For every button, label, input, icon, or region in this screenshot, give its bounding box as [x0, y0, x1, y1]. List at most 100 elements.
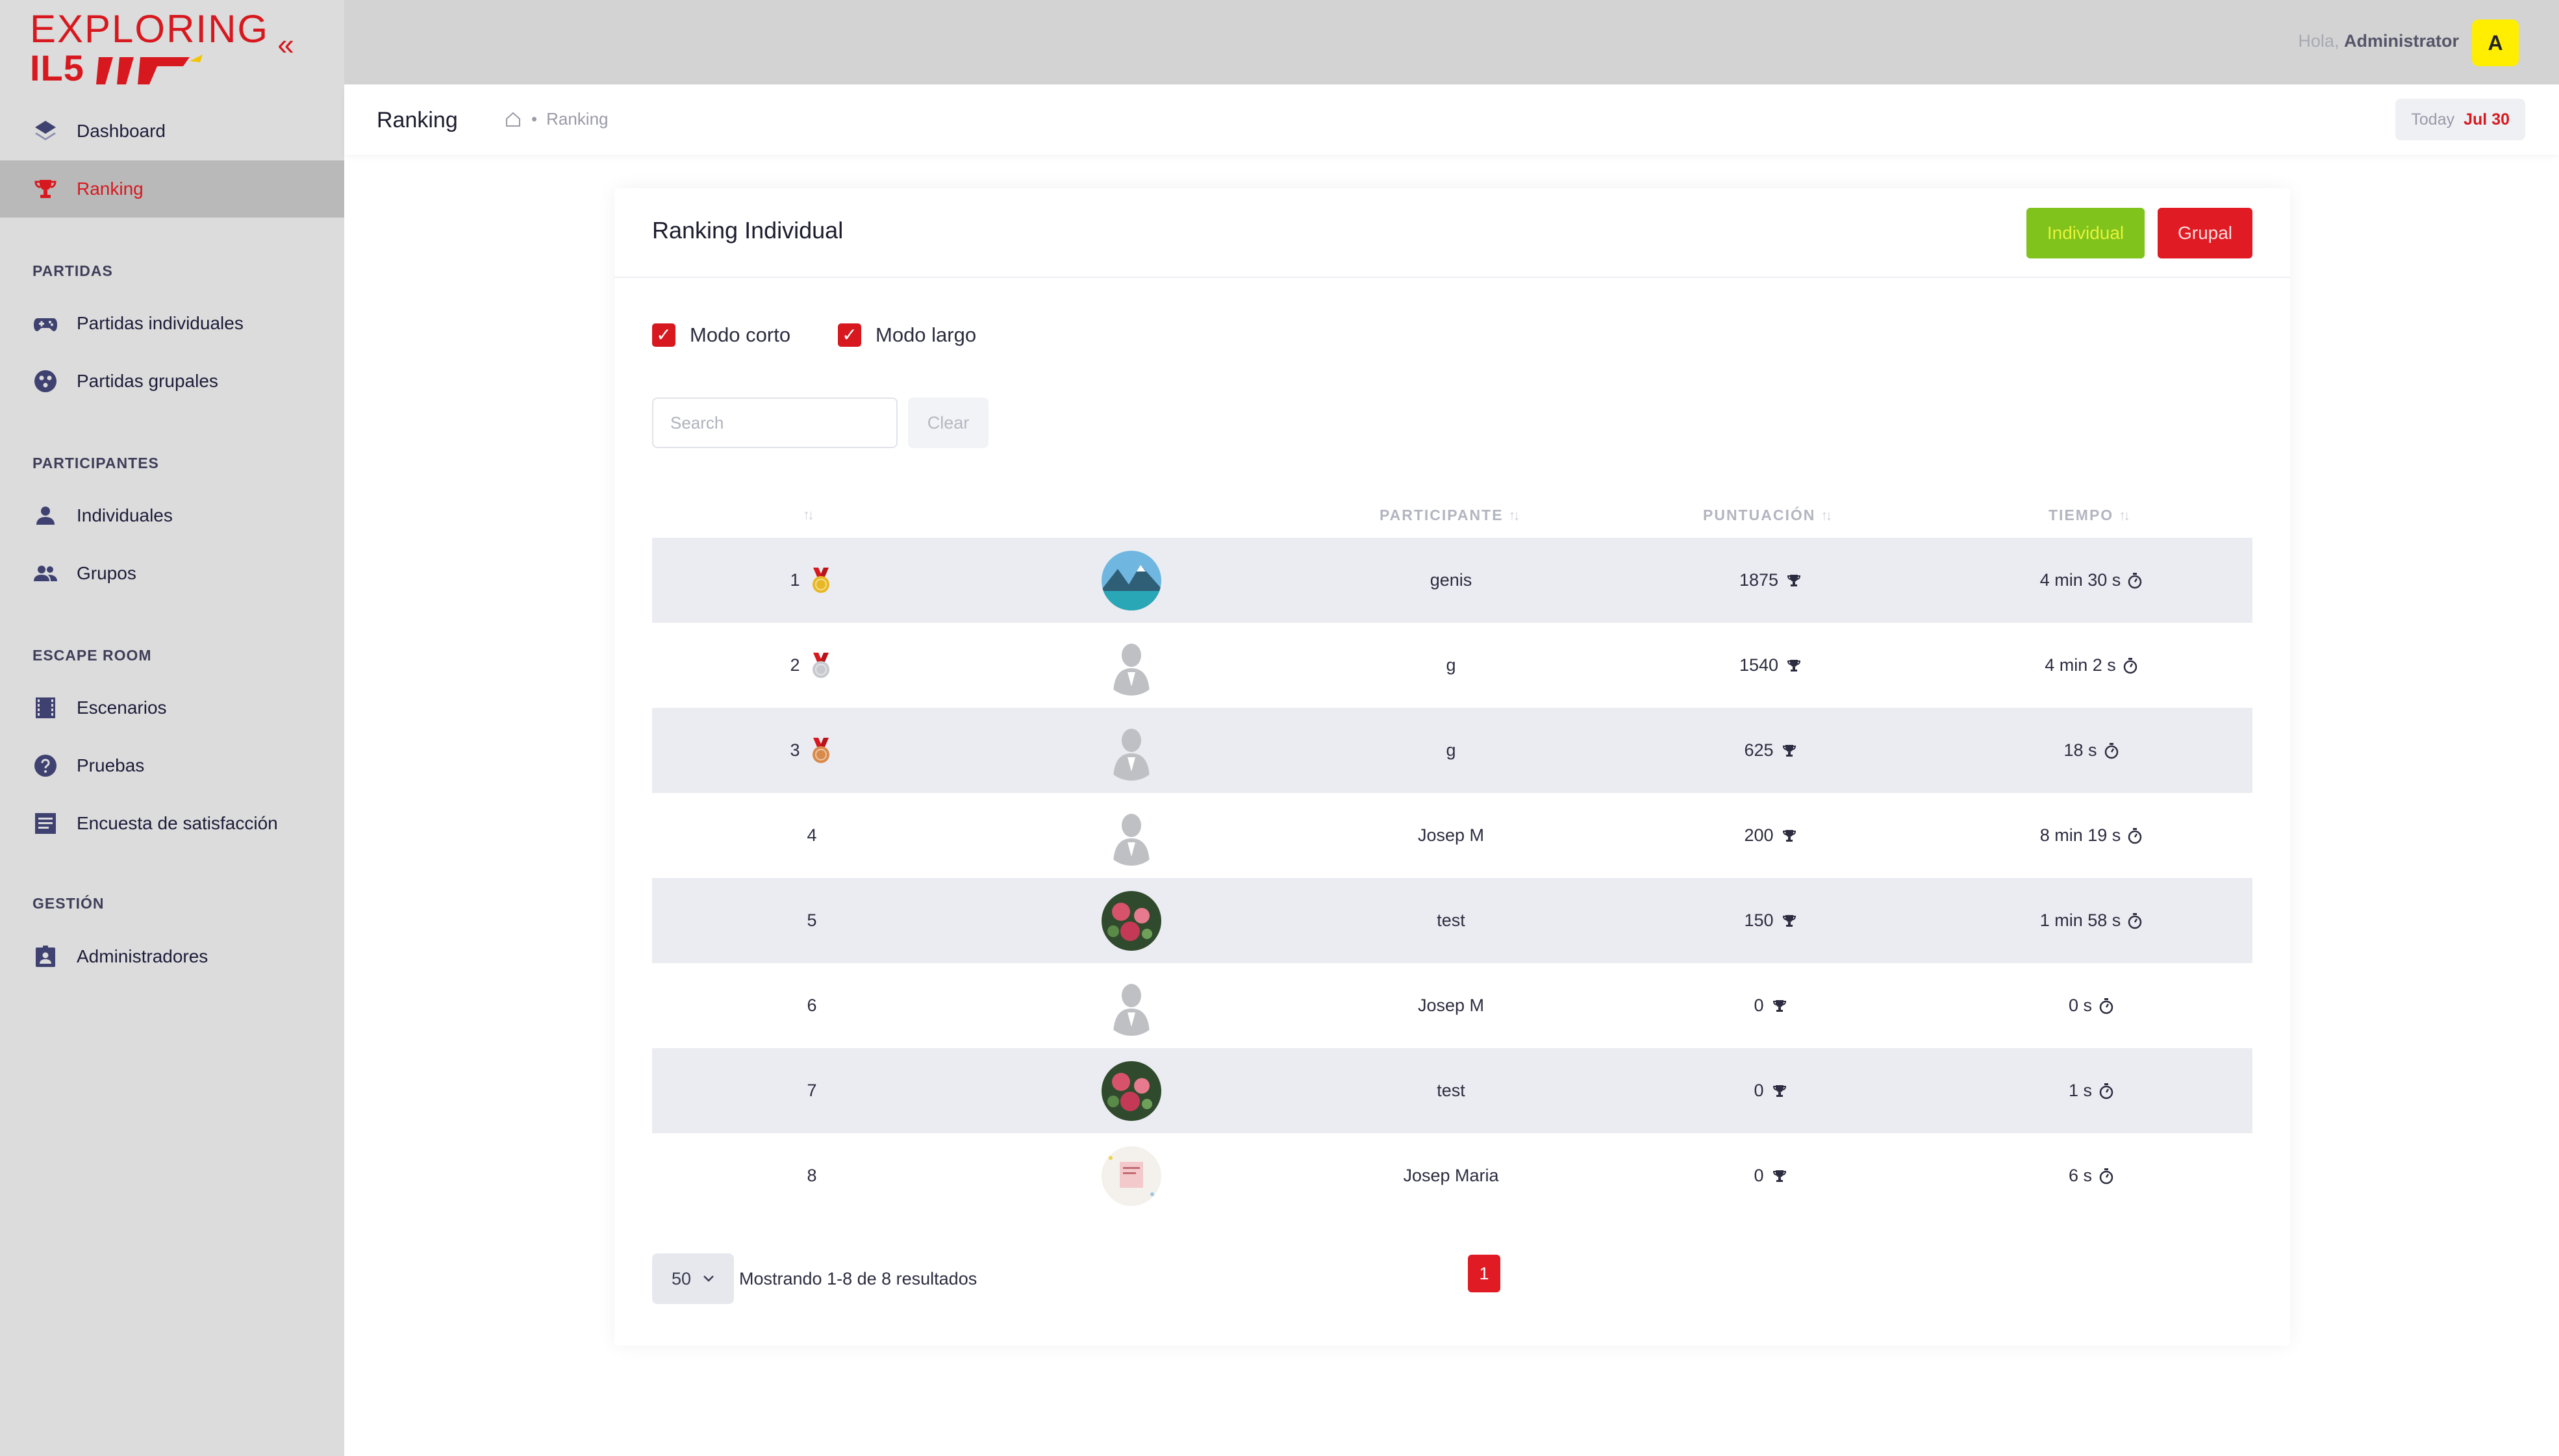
home-icon[interactable]: [504, 110, 522, 129]
column-header-label: PARTICIPANTE: [1380, 507, 1504, 523]
sidebar-item-label: Pruebas: [77, 755, 145, 775]
section-title-escape-room: ESCAPE ROOM: [32, 647, 152, 664]
participant-avatar[interactable]: [1102, 976, 1161, 1036]
person-icon: [36, 507, 55, 525]
score-value: 1540: [1739, 655, 1779, 675]
rank-cell: 6: [652, 963, 972, 1048]
sidebar-item-encuesta[interactable]: Encuesta de satisfacción: [0, 795, 344, 852]
participant-avatar[interactable]: [1102, 806, 1161, 866]
checkbox-label: Modo largo: [876, 323, 977, 346]
trophy-icon: [1787, 659, 1801, 672]
page-button-1[interactable]: 1: [1468, 1255, 1500, 1292]
sidebar-item-label: Individuales: [77, 505, 173, 525]
table-row[interactable]: 8 Josep Maria 0 6 s: [652, 1133, 2252, 1218]
score-value: 1875: [1739, 570, 1779, 590]
breadcrumb-item-ranking[interactable]: Ranking: [546, 109, 609, 129]
column-header-rank[interactable]: ↑↓: [803, 507, 814, 523]
trophy-icon: [1782, 744, 1796, 757]
participant-name: test: [1437, 1081, 1465, 1100]
participant-avatar[interactable]: [1102, 550, 1161, 610]
column-header-tiempo[interactable]: TIEMPO ↑↓: [2048, 507, 2130, 524]
sidebar-item-label: Escenarios: [77, 697, 167, 718]
score-cell: 0: [1611, 1133, 1930, 1218]
ranking-table: ↑↓ PARTICIPANTE ↑↓ PUNTUACIÓN ↑↓ TIEMPO ↑↓ …: [652, 494, 2252, 1218]
table-row[interactable]: 6 Josep M 0 0 s: [652, 963, 2252, 1048]
sidebar-item-administradores[interactable]: Administradores: [0, 928, 344, 985]
results-summary: Mostrando 1-8 de 8 resultados: [739, 1269, 977, 1288]
sidebar-item-label: Dashboard: [77, 121, 166, 141]
score-cell: 0: [1611, 963, 1930, 1048]
per-page-select[interactable]: 50: [652, 1253, 734, 1304]
list-icon: [35, 813, 56, 834]
medal-icon: [812, 737, 829, 763]
today-value: Jul 30: [2464, 110, 2510, 129]
table-row[interactable]: 4 Josep M 200 8 min 19 s: [652, 793, 2252, 878]
individual-button[interactable]: Individual: [2026, 208, 2145, 258]
stopwatch-icon: [2128, 572, 2142, 588]
score-value: 200: [1744, 825, 1774, 845]
sidebar-item-partidas-grupales[interactable]: Partidas grupales: [0, 353, 344, 410]
film-icon: [36, 697, 55, 718]
sort-icon: ↑↓: [2119, 507, 2130, 523]
trophy-icon: [1787, 574, 1801, 586]
sidebar-item-partidas-individuales[interactable]: Partidas individuales: [0, 295, 344, 352]
stopwatch-icon: [2099, 1168, 2113, 1184]
table-header: ↑↓ PARTICIPANTE ↑↓ PUNTUACIÓN ↑↓ TIEMPO ↑↓: [652, 494, 2252, 538]
column-header-puntuacion[interactable]: PUNTUACIÓN ↑↓: [1703, 507, 1832, 524]
rank-cell: 5: [652, 878, 972, 963]
participant-avatar[interactable]: [1102, 1146, 1161, 1206]
time-cell: 18 s: [1930, 708, 2252, 793]
time-value: 0 s: [2068, 996, 2093, 1015]
table-row[interactable]: 2 g 1540 4 min 2 s: [652, 623, 2252, 708]
subheader: Ranking • Ranking Today Jul 30: [344, 84, 2559, 155]
user-name: Administrator: [2343, 31, 2459, 51]
sidebar-item-label: Partidas individuales: [77, 313, 244, 333]
participant-avatar[interactable]: [1102, 890, 1161, 951]
participant-avatar[interactable]: [1102, 636, 1161, 696]
section-title-partidas: PARTIDAS: [32, 262, 113, 279]
sidebar-item-dashboard[interactable]: Dashboard: [0, 103, 344, 160]
grupal-button[interactable]: Grupal: [2158, 208, 2252, 258]
trophy-icon: [1772, 1085, 1786, 1097]
participant-avatar[interactable]: [1102, 1061, 1161, 1121]
section-title-participantes: PARTICIPANTES: [32, 455, 159, 471]
score-value: 0: [1754, 996, 1764, 1015]
sort-icon: ↑↓: [1821, 507, 1832, 523]
greeting-text: Hola,: [2298, 31, 2339, 51]
participant-name: test: [1437, 910, 1465, 930]
trophy-icon: [1782, 829, 1796, 842]
sidebar-item-individuales[interactable]: Individuales: [0, 487, 344, 544]
search-input[interactable]: [652, 397, 898, 448]
section-title-gestion: GESTIÓN: [32, 895, 105, 912]
time-cell: 4 min 30 s: [1930, 538, 2252, 623]
table-row[interactable]: 1 genis 1875 4 min 30 s: [652, 538, 2252, 623]
time-value: 6 s: [2068, 1166, 2093, 1185]
user-greeting[interactable]: Hola, Administrator: [2298, 31, 2459, 51]
stopwatch-icon: [2104, 742, 2118, 759]
sidebar-item-escenarios[interactable]: Escenarios: [0, 679, 344, 736]
card-header: Ranking Individual Individual Grupal: [614, 188, 2290, 278]
user-avatar[interactable]: A: [2472, 19, 2519, 66]
today-date-chip[interactable]: Today Jul 30: [2395, 99, 2525, 140]
sidebar-item-label: Administradores: [77, 946, 208, 966]
sidebar-item-grupos[interactable]: Grupos: [0, 545, 344, 602]
sidebar-item-ranking[interactable]: Ranking: [0, 160, 344, 218]
today-label: Today: [2411, 110, 2455, 129]
sidebar-item-pruebas[interactable]: Pruebas: [0, 737, 344, 794]
trophy-icon: [1772, 1170, 1786, 1182]
score-value: 150: [1744, 910, 1774, 930]
table-row[interactable]: 5 test 150 1 min 58 s: [652, 878, 2252, 963]
table-row[interactable]: 3 g 625 18 s: [652, 708, 2252, 793]
clear-button[interactable]: Clear: [908, 397, 989, 448]
column-header-label: PUNTUACIÓN: [1703, 507, 1816, 523]
logo-text-bottom: IL5: [30, 47, 84, 88]
collapse-sidebar-icon[interactable]: «: [277, 27, 294, 61]
logo[interactable]: EXPLORING IL5: [30, 6, 268, 88]
column-header-participante[interactable]: PARTICIPANTE ↑↓: [1380, 507, 1520, 524]
table-row[interactable]: 7 test 0 1 s: [652, 1048, 2252, 1133]
participant-avatar[interactable]: [1102, 721, 1161, 781]
modo-corto-checkbox[interactable]: ✓ Modo corto: [652, 323, 790, 347]
modo-largo-checkbox[interactable]: ✓ Modo largo: [838, 323, 976, 347]
sidebar: EXPLORING IL5 « Dashboard Ranking PARTID…: [0, 0, 344, 1456]
column-header-label: TIEMPO: [2048, 507, 2114, 523]
